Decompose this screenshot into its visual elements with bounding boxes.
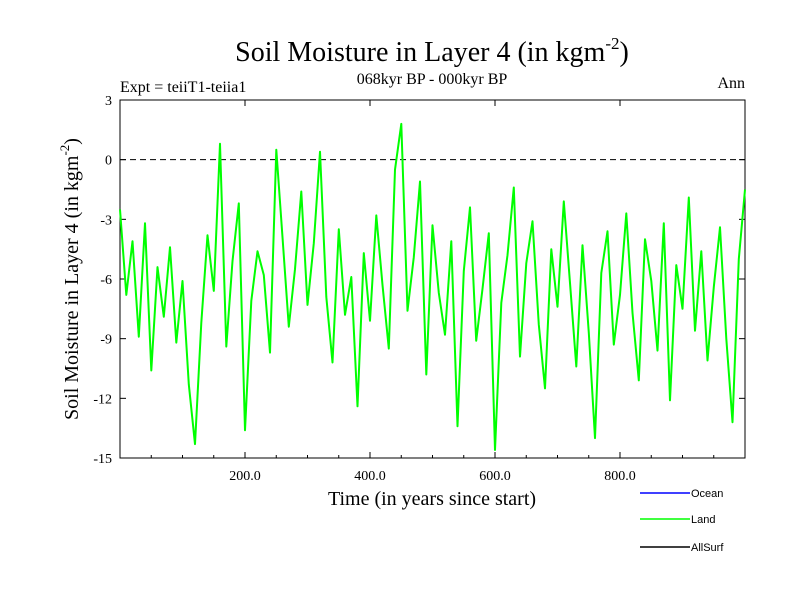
legend-label-ocean: Ocean — [691, 488, 723, 500]
legend: Ocean Land AllSurf — [640, 488, 724, 554]
season-label: Ann — [717, 75, 745, 92]
legend-label-land: Land — [691, 514, 715, 526]
chart-title-close: ) — [620, 37, 629, 68]
chart-title-sup: -2 — [605, 34, 619, 53]
y-tick-label: -12 — [93, 392, 112, 407]
x-tick-label: 200.0 — [229, 469, 261, 484]
chart-title: Soil Moisture in Layer 4 (in kgm-2) — [235, 34, 629, 68]
y-tick-label: 3 — [105, 94, 112, 109]
chart-subtitle: 068kyr BP - 000kyr BP — [357, 71, 508, 88]
x-axis: 200.0 400.0 600.0 800.0 — [150, 100, 715, 484]
x-tick-label: 400.0 — [354, 469, 386, 484]
chart-title-main: Soil Moisture in Layer 4 (in kgm — [235, 37, 605, 68]
y-axis-label: Soil Moisture in Layer 4 (in kgm-2) — [57, 138, 83, 420]
y-tick-label: -15 — [93, 452, 112, 467]
y-axis: -15 -12 -9 -6 -3 0 3 — [93, 94, 745, 467]
y-tick-label: -3 — [100, 213, 112, 228]
y-tick-label: 0 — [105, 154, 112, 169]
x-tick-label: 600.0 — [479, 469, 511, 484]
y-tick-label: -9 — [100, 333, 112, 348]
expt-label: Expt = teiiT1-teiia1 — [120, 79, 246, 96]
x-tick-label: 800.0 — [604, 469, 636, 484]
x-axis-label: Time (in years since start) — [328, 488, 536, 510]
y-tick-label: -6 — [100, 273, 112, 288]
y-axis-label-main: Soil Moisture in Layer 4 (in kgm — [61, 155, 83, 420]
series-line-land — [119, 122, 746, 451]
y-axis-label-sup: -2 — [57, 145, 72, 156]
y-axis-label-close: ) — [61, 138, 83, 145]
legend-label-allsurf: AllSurf — [691, 542, 724, 554]
